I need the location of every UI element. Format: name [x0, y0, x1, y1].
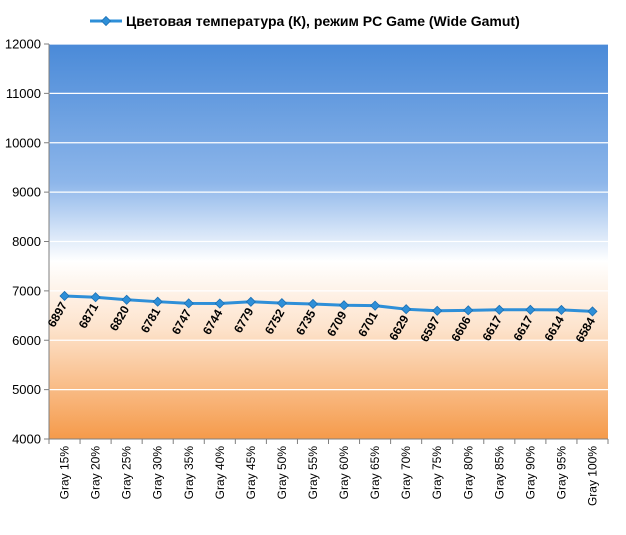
data-point — [525, 304, 536, 315]
data-point — [90, 292, 101, 303]
x-tick-label: Gray 80% — [461, 446, 475, 500]
data-point — [152, 296, 163, 307]
y-tick-label: 4000 — [12, 432, 41, 447]
y-tick-label: 9000 — [12, 185, 41, 200]
x-tick-label: Gray 35% — [182, 446, 196, 500]
legend: Цветовая температура (К), режим PC Game … — [90, 13, 520, 29]
legend-marker — [100, 15, 112, 27]
data-point — [214, 298, 225, 309]
x-tick-label: Gray 95% — [554, 446, 568, 500]
series-group — [59, 290, 598, 317]
x-tick-label: Gray 70% — [399, 446, 413, 500]
y-tick-label: 12000 — [5, 37, 41, 52]
data-point — [245, 296, 256, 307]
legend-label: Цветовая температура (К), режим PC Game … — [126, 13, 520, 29]
x-tick-label: Gray 20% — [89, 446, 103, 500]
x-tick-label: Gray 50% — [275, 446, 289, 500]
data-point — [338, 300, 350, 311]
gridlines — [49, 43, 608, 391]
x-tick-label: Gray 90% — [523, 446, 537, 500]
x-tick-label: Gray 15% — [58, 446, 72, 500]
x-tick-label: Gray 30% — [151, 446, 165, 500]
x-tick-label: Gray 25% — [120, 446, 134, 500]
y-tick-label: 11000 — [6, 86, 41, 101]
y-axis-ticks: 4000 5000 6000 7000 8000 9000 10000 11000 12000 — [5, 37, 49, 447]
y-tick-label: 5000 — [12, 382, 41, 397]
x-tick-label: Gray 85% — [492, 446, 506, 500]
data-point — [59, 290, 70, 302]
y-tick-label: 10000 — [5, 135, 41, 150]
x-tick-label: Gray 75% — [430, 446, 444, 500]
data-point — [432, 305, 443, 316]
x-tick-label: Gray 40% — [213, 446, 227, 500]
data-point — [463, 305, 474, 316]
data-point — [401, 304, 412, 315]
x-tick-label: Gray 60% — [337, 446, 351, 500]
x-axis-ticks: Gray 15% Gray 20% Gray 25% Gray 30% Gray 35%… — [48, 439, 609, 506]
x-tick-label: Gray 100% — [585, 446, 599, 506]
data-point — [121, 294, 132, 305]
data-point — [276, 298, 287, 309]
y-tick-label: 8000 — [12, 234, 41, 249]
series-line — [64, 294, 593, 313]
data-point — [587, 306, 598, 317]
y-tick-label: 6000 — [12, 333, 41, 348]
y-tick-label: 7000 — [12, 283, 41, 298]
data-point — [556, 304, 567, 315]
data-point — [307, 298, 319, 310]
data-point — [370, 300, 381, 311]
x-tick-label: Gray 45% — [244, 446, 258, 500]
x-tick-label: Gray 55% — [306, 446, 320, 500]
x-tick-label: Gray 65% — [368, 446, 382, 500]
data-point — [494, 304, 505, 315]
data-point — [183, 298, 194, 309]
